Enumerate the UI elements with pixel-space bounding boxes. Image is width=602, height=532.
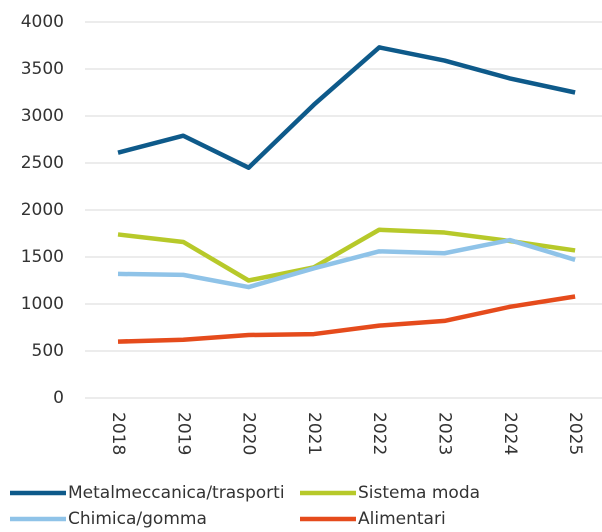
series-line	[117, 45, 576, 170]
y-tick-label: 500	[32, 341, 64, 361]
legend-label: Metalmeccanica/trasporti	[68, 483, 285, 503]
x-tick-label: 2021	[304, 412, 324, 455]
x-tick-label: 2023	[435, 412, 455, 455]
y-tick-label: 2000	[21, 200, 64, 220]
legend-label: Chimica/gomma	[68, 509, 207, 529]
x-tick-label: 2024	[500, 412, 520, 455]
y-tick-label: 3000	[21, 106, 64, 126]
y-tick-label: 0	[53, 388, 64, 408]
y-tick-label: 1000	[21, 294, 64, 314]
series-line	[117, 294, 576, 344]
x-tick-label: 2022	[369, 412, 389, 455]
legend-label: Alimentari	[358, 509, 446, 529]
series-line	[117, 237, 576, 290]
y-tick-label: 4000	[21, 12, 64, 32]
series-line	[117, 227, 576, 283]
x-tick-label: 2020	[239, 412, 259, 455]
x-tick-label: 2018	[108, 412, 128, 455]
x-tick-label: 2019	[173, 412, 193, 455]
x-tick-label: 2025	[565, 412, 585, 455]
legend-label: Sistema moda	[358, 483, 480, 503]
y-tick-label: 2500	[21, 153, 64, 173]
y-tick-label: 3500	[21, 59, 64, 79]
y-tick-label: 1500	[21, 247, 64, 267]
